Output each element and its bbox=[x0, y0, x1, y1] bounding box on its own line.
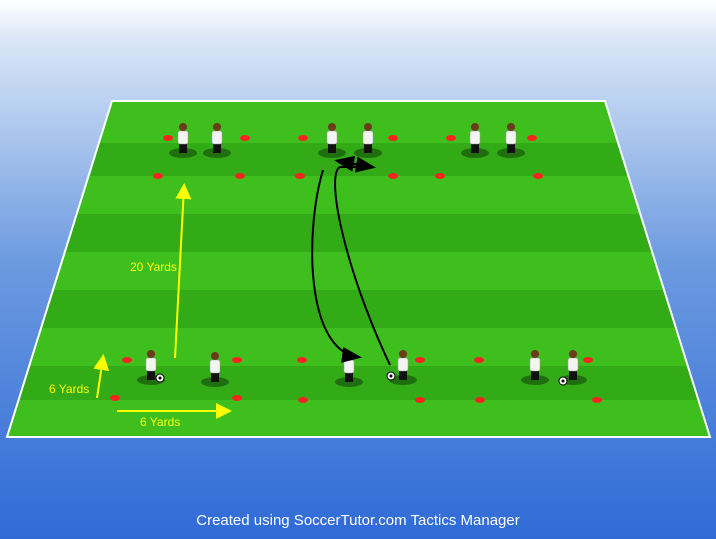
balls bbox=[155, 371, 568, 386]
player-4 bbox=[354, 123, 382, 158]
cone-15 bbox=[110, 395, 120, 401]
cone-24 bbox=[592, 397, 602, 403]
cone-21 bbox=[474, 357, 484, 363]
cone-8 bbox=[388, 173, 398, 179]
cone-22 bbox=[583, 357, 593, 363]
cone-14 bbox=[232, 357, 242, 363]
player-11 bbox=[521, 350, 549, 385]
cone-1 bbox=[163, 135, 173, 141]
cone-10 bbox=[527, 135, 537, 141]
player-8 bbox=[201, 352, 229, 387]
measure-arrow-20-yards bbox=[174, 183, 192, 359]
cones bbox=[110, 135, 602, 403]
player-3 bbox=[318, 123, 346, 158]
cone-13 bbox=[122, 357, 132, 363]
cone-23 bbox=[475, 397, 485, 403]
cone-9 bbox=[446, 135, 456, 141]
cone-4 bbox=[235, 173, 245, 179]
footer-credit: Created using SoccerTutor.com Tactics Ma… bbox=[196, 512, 520, 529]
pitch-boundary bbox=[5, 100, 712, 438]
player-6 bbox=[497, 123, 525, 158]
players bbox=[137, 123, 587, 387]
label-6-yards-vertical: 6 Yards bbox=[49, 382, 89, 396]
label-6-yards-horizontal: 6 Yards bbox=[140, 415, 180, 429]
player-5 bbox=[461, 123, 489, 158]
player-1 bbox=[169, 123, 197, 158]
run-arrow-up-head-right bbox=[345, 156, 376, 173]
measure-arrow-6-yards-vertical bbox=[93, 354, 110, 399]
cone-12 bbox=[533, 173, 543, 179]
cone-20 bbox=[415, 397, 425, 403]
cone-18 bbox=[415, 357, 425, 363]
cone-17 bbox=[297, 357, 307, 363]
cone-2 bbox=[240, 135, 250, 141]
run-arrow-down bbox=[311, 169, 362, 363]
cone-5 bbox=[298, 135, 308, 141]
cone-11 bbox=[435, 173, 445, 179]
player-12 bbox=[559, 350, 587, 385]
cone-19 bbox=[298, 397, 308, 403]
cone-3 bbox=[153, 173, 163, 179]
label-20-yards: 20 Yards bbox=[130, 260, 177, 274]
cone-6 bbox=[388, 135, 398, 141]
player-2 bbox=[203, 123, 231, 158]
player-10 bbox=[389, 350, 417, 385]
cone-16 bbox=[232, 395, 242, 401]
cone-7 bbox=[295, 173, 305, 179]
